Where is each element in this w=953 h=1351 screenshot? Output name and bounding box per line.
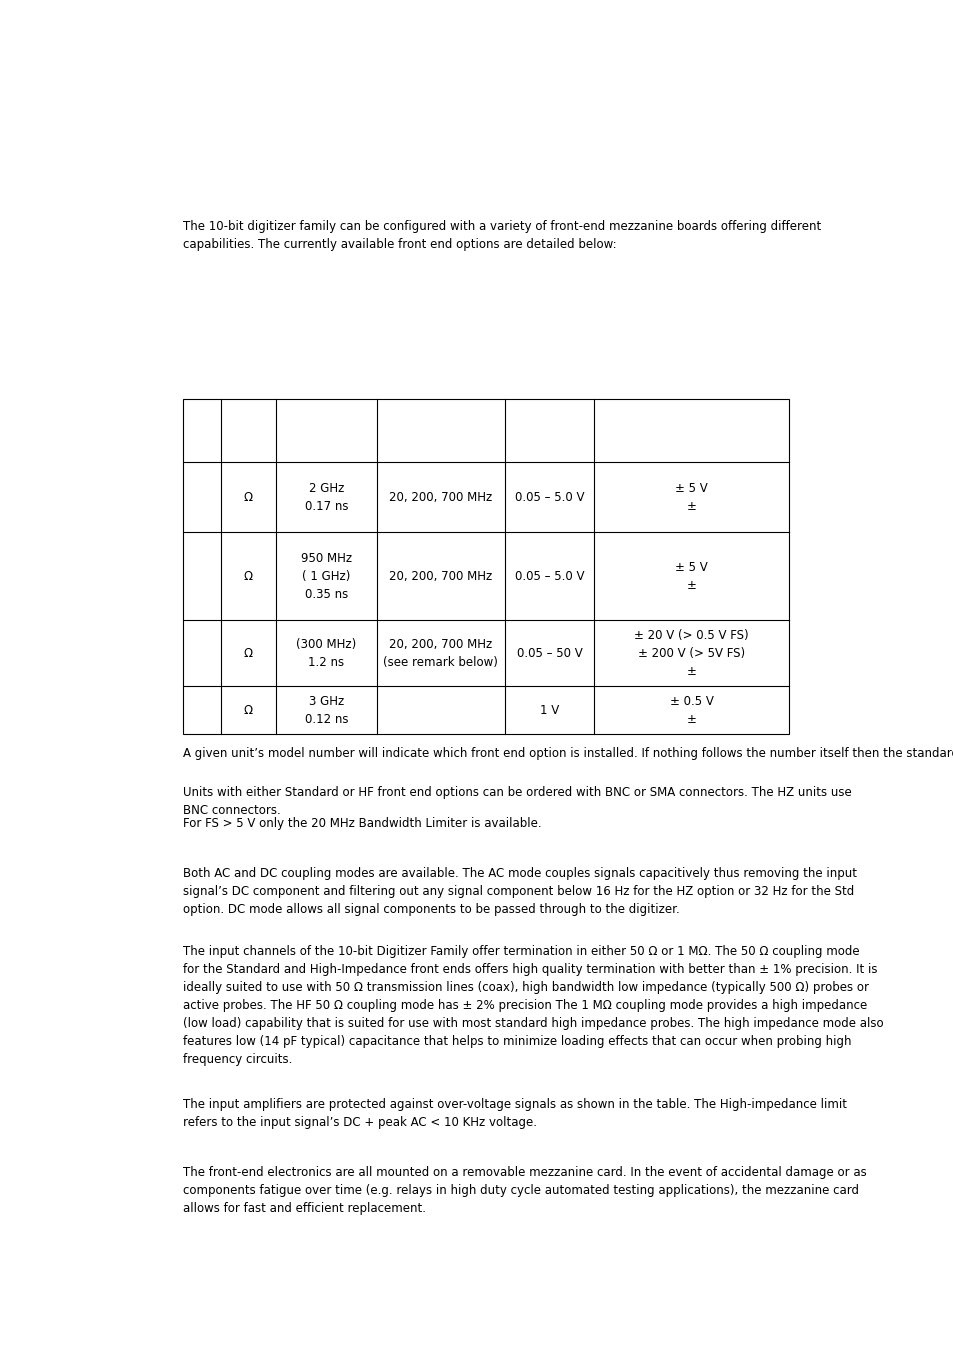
Text: Ω: Ω (243, 647, 253, 659)
Text: Ω: Ω (243, 570, 253, 582)
Text: A given unit’s model number will indicate which front end option is installed. I: A given unit’s model number will indicat… (183, 747, 953, 759)
Text: 0.05 – 50 V: 0.05 – 50 V (517, 647, 582, 659)
Text: 20, 200, 700 MHz: 20, 200, 700 MHz (389, 490, 492, 504)
Text: 0.05 – 5.0 V: 0.05 – 5.0 V (515, 490, 583, 504)
Bar (183, 400, 788, 734)
Text: The front-end electronics are all mounted on a removable mezzanine card. In the : The front-end electronics are all mounte… (183, 1166, 865, 1215)
Text: 20, 200, 700 MHz
(see remark below): 20, 200, 700 MHz (see remark below) (383, 638, 497, 669)
Text: ± 5 V
±: ± 5 V ± (675, 481, 707, 512)
Text: (300 MHz)
1.2 ns: (300 MHz) 1.2 ns (295, 638, 356, 669)
Text: 1 V: 1 V (539, 704, 558, 717)
Text: ± 0.5 V
±: ± 0.5 V ± (669, 694, 713, 725)
Text: Ω: Ω (243, 704, 253, 717)
Text: The input channels of the 10-bit Digitizer Family offer termination in either 50: The input channels of the 10-bit Digitiz… (183, 946, 882, 1066)
Text: ± 5 V
±: ± 5 V ± (675, 561, 707, 592)
Text: Units with either Standard or HF front end options can be ordered with BNC or SM: Units with either Standard or HF front e… (183, 786, 851, 817)
Text: 3 GHz
0.12 ns: 3 GHz 0.12 ns (304, 694, 348, 725)
Text: 950 MHz
( 1 GHz)
0.35 ns: 950 MHz ( 1 GHz) 0.35 ns (300, 551, 352, 601)
Text: Both AC and DC coupling modes are available. The AC mode couples signals capacit: Both AC and DC coupling modes are availa… (183, 867, 856, 916)
Text: The 10-bit digitizer family can be configured with a variety of front-end mezzan: The 10-bit digitizer family can be confi… (183, 220, 821, 251)
Text: Ω: Ω (243, 490, 253, 504)
Text: 20, 200, 700 MHz: 20, 200, 700 MHz (389, 570, 492, 582)
Text: For FS > 5 V only the 20 MHz Bandwidth Limiter is available.: For FS > 5 V only the 20 MHz Bandwidth L… (183, 817, 541, 831)
Text: The input amplifiers are protected against over-voltage signals as shown in the : The input amplifiers are protected again… (183, 1098, 846, 1129)
Text: ± 20 V (> 0.5 V FS)
± 200 V (> 5V FS)
±: ± 20 V (> 0.5 V FS) ± 200 V (> 5V FS) ± (634, 628, 748, 678)
Text: 0.05 – 5.0 V: 0.05 – 5.0 V (515, 570, 583, 582)
Text: 2 GHz
0.17 ns: 2 GHz 0.17 ns (304, 481, 348, 512)
